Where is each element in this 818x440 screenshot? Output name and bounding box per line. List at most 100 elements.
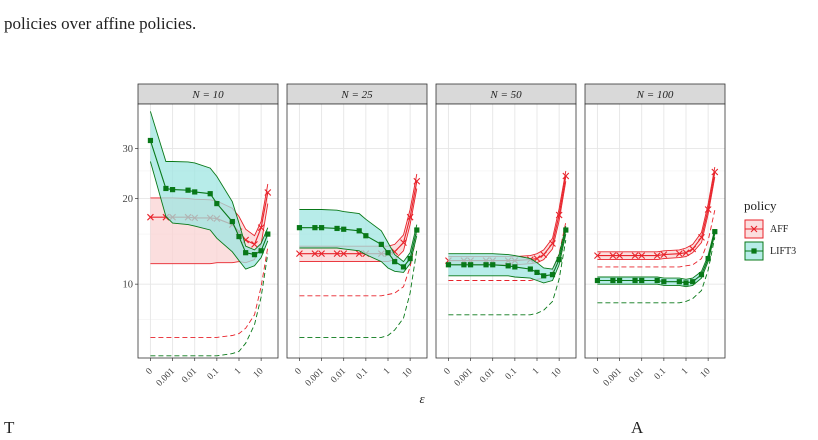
point-lift3	[214, 200, 220, 207]
x-tick-label: 0.001	[155, 366, 177, 388]
point-lift3	[392, 259, 398, 265]
y-tick-label: 10	[123, 280, 134, 291]
point-lift3	[512, 264, 518, 270]
point-aff	[333, 250, 341, 258]
upper-line-aff	[597, 167, 716, 253]
point-lift3	[445, 262, 452, 268]
ribbon-lift3	[150, 111, 268, 270]
point-lift3	[683, 280, 689, 286]
ribbon-aff	[299, 174, 417, 262]
point-lift3	[594, 277, 601, 284]
panel-title: N = 100	[636, 89, 674, 101]
point-lift3	[639, 277, 645, 284]
point-aff	[689, 245, 697, 253]
point-aff	[660, 251, 668, 259]
point-lift3	[207, 191, 213, 197]
x-tick-label: 0	[293, 366, 304, 377]
bound-line-lift3	[150, 253, 269, 357]
point-lift3	[192, 189, 198, 195]
point-lift3	[467, 262, 474, 268]
point-lift3	[461, 262, 467, 268]
legend: policy AFF LIFT3	[744, 198, 796, 262]
point-lift3	[243, 250, 249, 256]
panel-border	[584, 103, 726, 359]
panel-border	[137, 103, 279, 359]
point-lift3	[527, 266, 533, 272]
bound-line-lift3	[448, 239, 567, 316]
point-aff	[549, 240, 556, 247]
x-tick-label: 0.01	[478, 366, 497, 385]
point-lift3	[236, 233, 242, 240]
point-lift3	[363, 233, 369, 239]
panel-title: N = 50	[489, 89, 522, 101]
upper-line-lift3	[448, 225, 567, 270]
point-lift3	[265, 231, 271, 237]
legend-item-lift3: LIFT3	[744, 240, 796, 262]
point-lift3	[616, 277, 623, 284]
point-aff	[698, 234, 705, 241]
point-aff	[682, 249, 690, 257]
point-lift3	[378, 241, 384, 247]
point-lift3	[541, 273, 547, 279]
x-tick-label: 10	[252, 366, 266, 380]
point-lift3	[169, 187, 176, 193]
point-aff	[711, 168, 719, 176]
x-tick-label: 1	[531, 366, 542, 377]
point-lift3	[385, 250, 391, 256]
point-lift3	[251, 252, 258, 258]
x-tick-label: 0.1	[653, 366, 669, 382]
upper-line-lift3	[149, 111, 269, 251]
point-lift3	[549, 272, 556, 278]
x-tick-label: 0.001	[453, 366, 475, 388]
point-aff	[318, 250, 325, 258]
point-lift3	[185, 187, 191, 193]
x-tick-label: 10	[401, 366, 415, 380]
x-tick-label: 0.1	[504, 366, 520, 382]
point-aff	[413, 177, 421, 185]
panel-title: N = 10	[191, 89, 224, 101]
point-lift3	[505, 263, 511, 269]
lower-line-aff	[597, 177, 716, 261]
panel-3: N = 100 0 0.001 0.01 0.1 1 10	[584, 83, 726, 389]
point-aff	[540, 251, 548, 259]
point-lift3	[258, 248, 264, 254]
bound-line-lift3	[299, 249, 418, 338]
point-lift3	[318, 225, 325, 231]
caption-bottom-text: T A	[4, 418, 814, 438]
lower-line-lift3	[448, 234, 567, 284]
bound-line-aff	[299, 234, 418, 297]
point-aff	[257, 224, 265, 232]
point-aff	[631, 252, 639, 260]
point-lift3	[676, 279, 682, 285]
upper-line-lift3	[299, 209, 418, 263]
legend-swatch-aff	[744, 219, 764, 239]
point-aff	[675, 250, 683, 258]
lower-line-lift3	[597, 233, 716, 288]
x-tick-label: 10	[550, 366, 564, 380]
point-lift3	[400, 264, 407, 270]
x-tick-label: 0.001	[304, 366, 326, 388]
point-aff	[653, 252, 661, 260]
point-lift3	[534, 269, 540, 275]
point-aff	[704, 206, 712, 213]
point-lift3	[705, 255, 711, 262]
x-tick-label: 1	[680, 366, 691, 377]
caption-bottom-left: T	[4, 418, 15, 437]
point-aff	[406, 213, 414, 221]
x-tick-label: 10	[699, 366, 713, 380]
point-lift3	[610, 277, 616, 284]
x-tick-label: 0	[442, 366, 453, 377]
point-aff	[555, 211, 563, 219]
point-lift3	[296, 225, 303, 231]
point-aff	[311, 250, 319, 258]
point-lift3	[690, 279, 696, 285]
caption-bottom-right: A	[631, 418, 644, 437]
legend-item-aff: AFF	[744, 218, 796, 240]
point-aff	[638, 252, 646, 260]
bound-line-lift3	[597, 237, 716, 304]
lower-line-lift3	[149, 161, 269, 270]
x-tick-label: 0.01	[627, 366, 646, 385]
legend-label-lift3: LIFT3	[770, 245, 797, 257]
point-lift3	[334, 225, 340, 232]
x-tick-label: 1	[233, 366, 244, 377]
